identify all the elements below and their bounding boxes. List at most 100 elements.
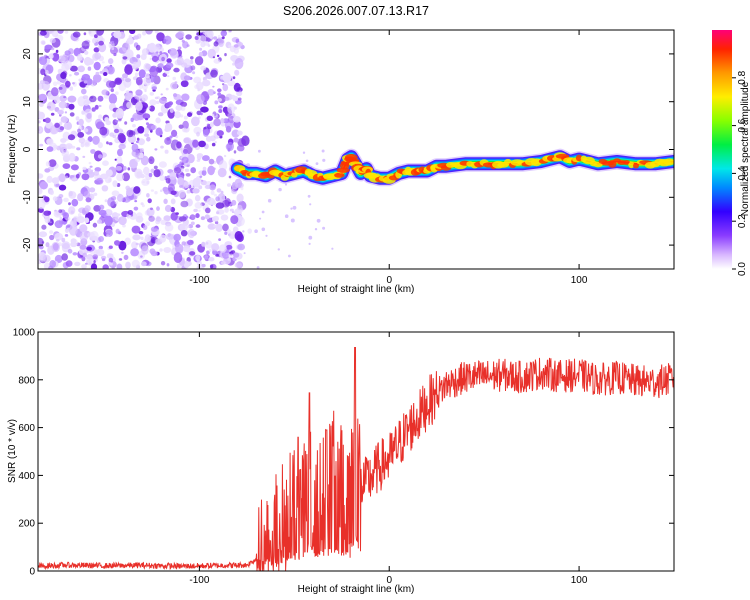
ridge-blob <box>623 160 630 165</box>
noise-speck <box>259 217 262 220</box>
noise-blob <box>142 224 148 230</box>
noise-blob <box>90 263 98 269</box>
spectrogram-x-tick-label: 100 <box>571 275 588 286</box>
noise-blob <box>38 173 44 179</box>
noise-blob <box>215 196 220 202</box>
noise-blob <box>136 171 143 178</box>
noise-blob <box>198 140 206 148</box>
noise-speck <box>258 149 261 153</box>
noise-blob <box>70 164 79 171</box>
noise-blob <box>190 65 196 71</box>
noise-blob <box>228 175 232 179</box>
noise-blob <box>139 148 145 153</box>
noise-blob <box>227 103 236 114</box>
noise-blob <box>156 32 165 42</box>
noise-blob <box>38 237 44 247</box>
noise-blob <box>67 249 73 254</box>
noise-blob <box>136 212 143 220</box>
noise-speck <box>316 218 321 223</box>
noise-blob <box>41 224 47 230</box>
noise-blob <box>145 122 150 126</box>
noise-blob <box>40 40 46 45</box>
noise-blob <box>226 141 234 151</box>
noise-blob <box>150 189 154 192</box>
noise-blob <box>72 31 81 38</box>
noise-blob <box>194 36 199 40</box>
noise-blob <box>84 50 89 55</box>
noise-blob <box>95 30 105 36</box>
noise-blob <box>177 190 186 199</box>
noise-speck <box>309 203 312 206</box>
noise-blob <box>151 55 159 63</box>
noise-blob <box>164 149 169 154</box>
noise-blob <box>207 223 216 230</box>
spectrogram-y-label: Frequency (Hz) <box>7 115 18 184</box>
noise-blob <box>40 30 47 36</box>
noise-blob <box>92 222 98 228</box>
noise-speck <box>284 183 288 186</box>
noise-blob <box>200 106 209 113</box>
noise-blob <box>44 216 51 224</box>
noise-blob <box>77 131 85 138</box>
noise-blob <box>83 32 87 36</box>
noise-blob <box>180 80 189 88</box>
noise-blob <box>100 255 107 260</box>
noise-blob <box>148 215 155 222</box>
snr-x-label: Height of straight line (km) <box>298 584 415 595</box>
noise-blob <box>171 129 178 137</box>
noise-blob <box>46 138 54 145</box>
noise-blob <box>167 75 170 78</box>
noise-blob <box>211 142 216 147</box>
noise-blob <box>214 221 219 225</box>
noise-blob <box>202 79 211 87</box>
noise-blob <box>212 56 216 59</box>
noise-blob <box>104 215 113 226</box>
noise-blob <box>221 199 231 208</box>
noise-blob <box>61 78 66 83</box>
noise-blob <box>195 224 201 228</box>
noise-blob <box>116 193 124 202</box>
noise-blob <box>193 126 202 135</box>
ridge-blob <box>633 163 639 169</box>
snr-series-line <box>38 347 674 571</box>
noise-blob <box>247 228 252 234</box>
noise-speck <box>265 234 268 237</box>
noise-blob <box>155 100 160 104</box>
noise-blob <box>144 234 151 243</box>
noise-blob <box>160 145 164 149</box>
noise-blob <box>191 116 200 127</box>
noise-blob <box>53 96 61 104</box>
noise-speck <box>322 226 326 230</box>
noise-blob <box>118 216 127 226</box>
snr-y-tick-label: 600 <box>18 423 35 434</box>
noise-blob <box>122 166 127 171</box>
noise-blob <box>118 143 126 150</box>
noise-blob <box>53 144 58 149</box>
noise-blob <box>95 71 100 75</box>
noise-blob <box>132 124 136 128</box>
noise-blob <box>218 238 222 242</box>
noise-blob <box>81 73 91 81</box>
noise-blob <box>131 225 141 234</box>
noise-blob <box>202 30 209 35</box>
ridge-blob <box>575 154 583 162</box>
noise-blob <box>114 200 119 205</box>
noise-blob <box>58 209 63 214</box>
noise-blob <box>209 184 216 191</box>
noise-blob <box>39 102 44 107</box>
noise-blob <box>228 253 234 258</box>
noise-blob <box>146 193 150 198</box>
noise-blob <box>236 145 245 152</box>
noise-blob <box>229 208 234 212</box>
noise-blob <box>58 84 67 95</box>
noise-blob <box>109 41 112 45</box>
noise-blob <box>125 49 134 59</box>
noise-blob <box>236 130 243 136</box>
noise-blob <box>153 165 158 170</box>
spectrogram-x-label: Height of straight line (km) <box>298 284 415 295</box>
noise-blob <box>149 248 156 255</box>
colorbar-tick-label: 0.8 <box>737 70 748 84</box>
noise-blob <box>234 69 240 76</box>
snr-y-tick-label: 800 <box>18 375 35 386</box>
noise-blob <box>51 177 60 184</box>
